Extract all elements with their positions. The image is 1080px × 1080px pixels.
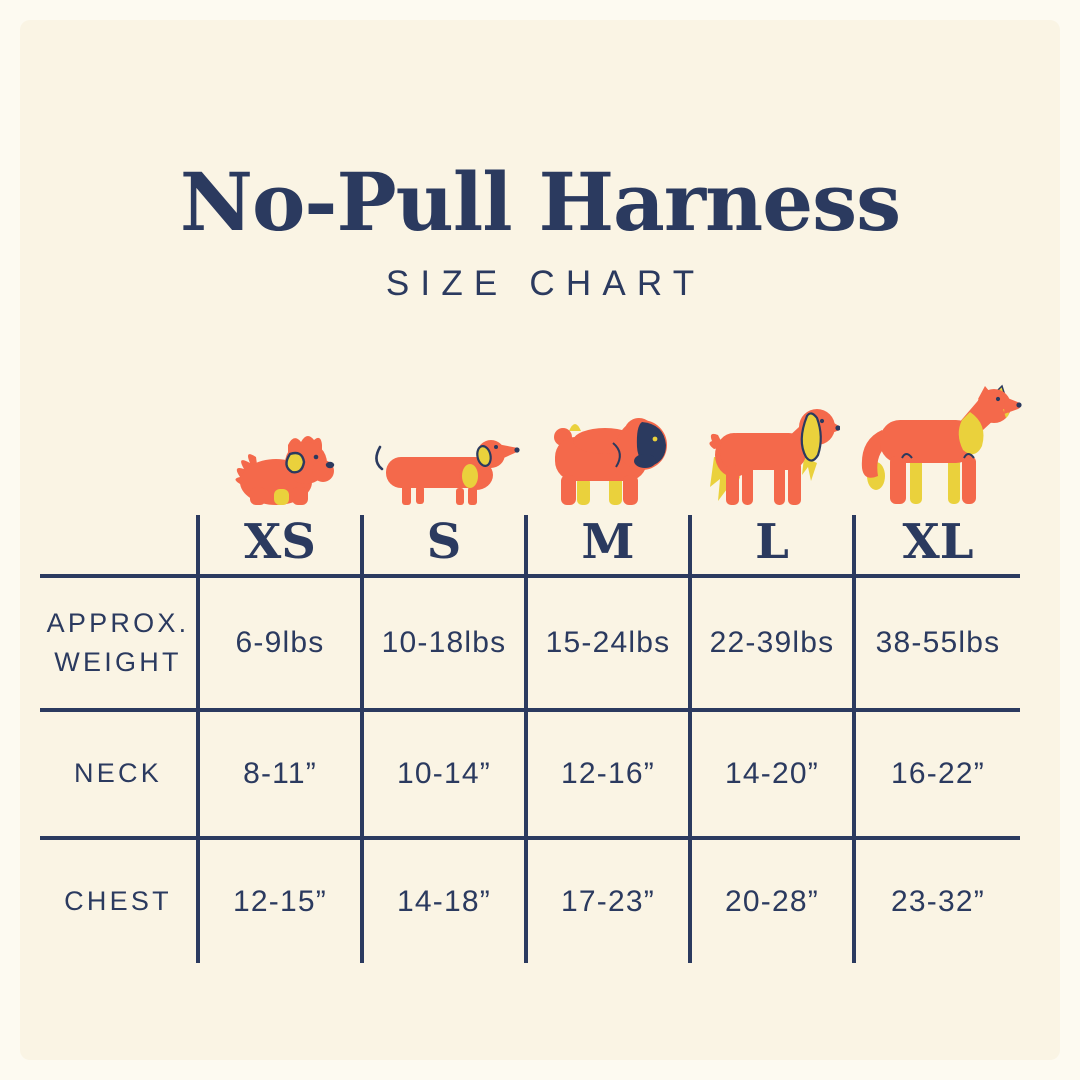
size-header-xl: XL xyxy=(856,514,1020,578)
row-label-neck: NECK xyxy=(40,712,200,840)
page-subtitle: SIZE CHART xyxy=(385,264,706,303)
chest-m: 17-23” xyxy=(528,840,692,963)
size-header-m: M xyxy=(528,514,692,578)
row-label-weight: APPROX. WEIGHT xyxy=(40,578,200,712)
dog-m-icon xyxy=(547,409,671,507)
neck-m: 12-16” xyxy=(528,712,692,840)
dog-s-icon xyxy=(372,433,520,507)
row-label-chest: CHEST xyxy=(40,840,200,963)
neck-xl: 16-22” xyxy=(856,712,1020,840)
neck-xs: 8-11” xyxy=(200,712,364,840)
weight-xl: 38-55lbs xyxy=(856,578,1020,712)
neck-s: 10-14” xyxy=(364,712,528,840)
dog-xs-icon xyxy=(226,427,338,507)
page-title: No-Pull Harness xyxy=(179,155,901,249)
chest-l: 20-28” xyxy=(692,840,856,963)
chest-s: 14-18” xyxy=(364,840,528,963)
chest-xs: 12-15” xyxy=(200,840,364,963)
size-header-xs: XS xyxy=(200,514,364,578)
weight-xs: 6-9lbs xyxy=(200,578,364,712)
corner-cell xyxy=(40,515,200,578)
weight-m: 15-24lbs xyxy=(528,578,692,712)
weight-l: 22-39lbs xyxy=(692,578,856,712)
background-panel xyxy=(20,20,1060,1060)
size-chart-table: XS S M L XL APPROX. WEIGHT 6-9lbs 10-18l… xyxy=(40,514,1020,963)
dog-xl-icon xyxy=(854,384,1022,508)
weight-s: 10-18lbs xyxy=(364,578,528,712)
size-header-l: L xyxy=(692,514,856,578)
neck-l: 14-20” xyxy=(692,712,856,840)
size-header-s: S xyxy=(364,514,528,578)
chest-xl: 23-32” xyxy=(891,884,985,918)
dog-l-icon xyxy=(704,401,840,507)
